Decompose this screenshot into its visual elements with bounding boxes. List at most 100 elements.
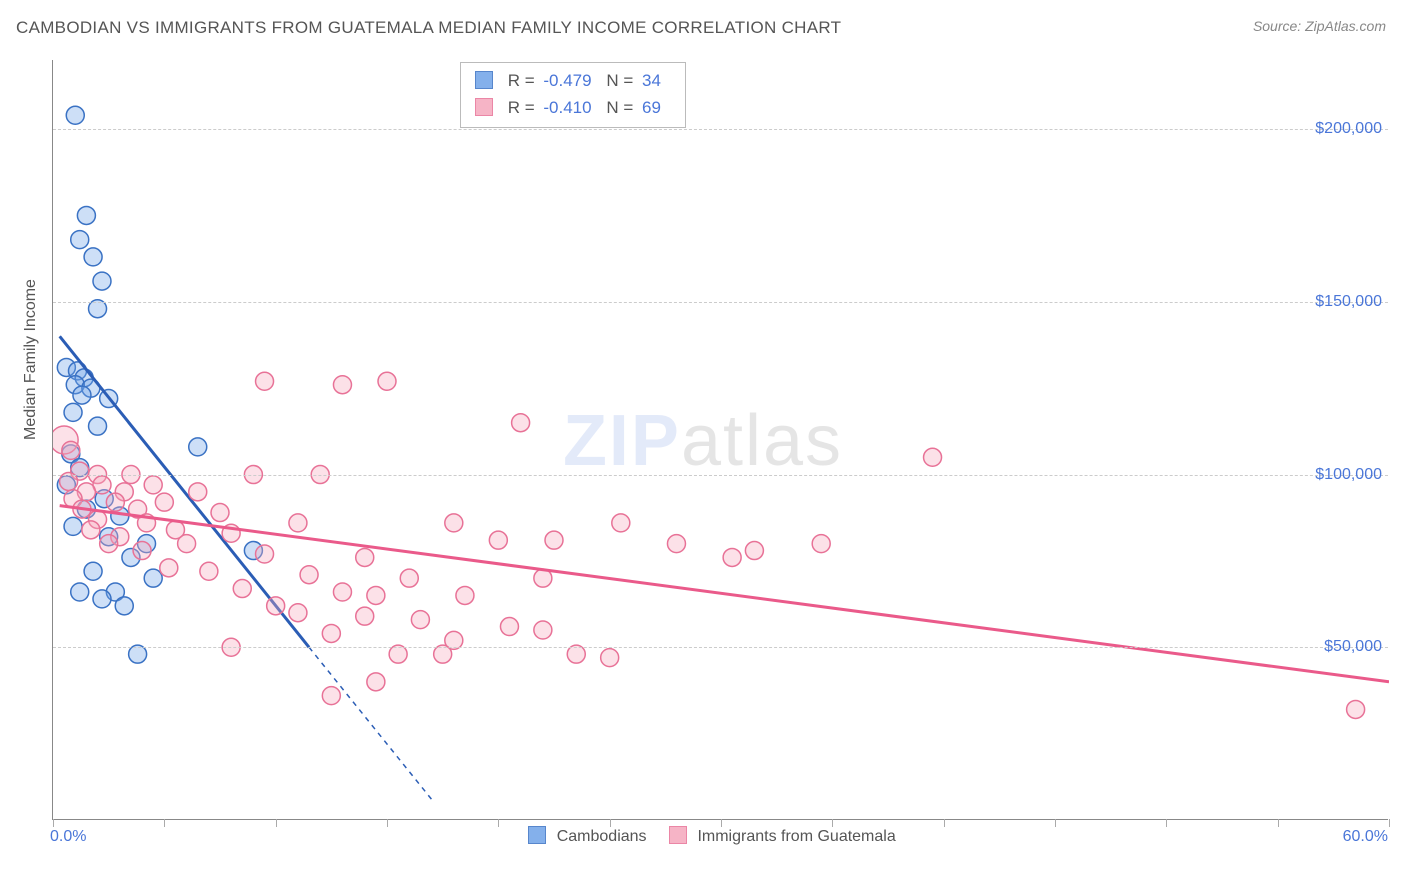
legend-label-1: Immigrants from Guatemala	[697, 828, 895, 845]
data-point	[211, 504, 229, 522]
data-point	[144, 476, 162, 494]
data-point	[1347, 700, 1365, 718]
data-point	[57, 358, 75, 376]
data-point	[512, 414, 530, 432]
data-point	[62, 445, 80, 463]
data-point	[75, 369, 93, 387]
data-point	[100, 535, 118, 553]
data-point	[244, 542, 262, 560]
data-point	[106, 583, 124, 601]
data-point	[667, 535, 685, 553]
data-point	[100, 390, 118, 408]
data-point	[93, 272, 111, 290]
data-point	[82, 379, 100, 397]
data-point	[267, 597, 285, 615]
data-point	[100, 528, 118, 546]
data-point	[111, 528, 129, 546]
data-point	[64, 517, 82, 535]
stats-row-series-0: R = -0.479 N = 34	[475, 67, 671, 94]
r-label: R =	[508, 98, 540, 117]
n-value-1: 69	[642, 98, 661, 117]
swatch-legend-1	[669, 826, 687, 844]
data-point	[289, 604, 307, 622]
data-point	[400, 569, 418, 587]
data-point	[66, 106, 84, 124]
y-tick-label: $100,000	[1315, 466, 1382, 484]
y-axis-title: Median Family Income	[22, 279, 40, 440]
data-point	[71, 583, 89, 601]
data-point	[111, 507, 129, 525]
data-point	[93, 476, 111, 494]
data-point	[322, 687, 340, 705]
data-point	[138, 535, 156, 553]
data-point	[333, 376, 351, 394]
data-point	[89, 417, 107, 435]
data-point	[77, 483, 95, 501]
data-point	[200, 562, 218, 580]
data-point	[71, 231, 89, 249]
data-point	[723, 548, 741, 566]
data-point	[64, 403, 82, 421]
data-point	[155, 493, 173, 511]
gridline-h	[53, 129, 1388, 130]
data-point	[333, 583, 351, 601]
data-point	[545, 531, 563, 549]
data-point	[178, 535, 196, 553]
trend-line-dashed	[309, 647, 431, 799]
data-point	[166, 521, 184, 539]
data-point	[812, 535, 830, 553]
data-point	[73, 386, 91, 404]
data-point	[68, 362, 86, 380]
data-point	[534, 621, 552, 639]
data-point	[745, 542, 763, 560]
y-tick-label: $200,000	[1315, 120, 1382, 138]
data-point	[62, 441, 80, 459]
data-point	[57, 476, 75, 494]
trend-line	[60, 506, 1389, 682]
data-point	[71, 462, 89, 480]
data-point	[133, 542, 151, 560]
trend-line	[60, 336, 309, 647]
data-point	[189, 438, 207, 456]
gridline-h	[53, 647, 1388, 648]
stats-row-series-1: R = -0.410 N = 69	[475, 94, 671, 121]
data-point	[77, 206, 95, 224]
swatch-series-1	[475, 98, 493, 116]
data-point	[95, 490, 113, 508]
n-label: N =	[606, 71, 638, 90]
data-point	[256, 545, 274, 563]
data-point	[144, 569, 162, 587]
data-point	[82, 521, 100, 539]
chart-title: CAMBODIAN VS IMMIGRANTS FROM GUATEMALA M…	[16, 18, 841, 38]
data-point	[601, 649, 619, 667]
data-point	[411, 611, 429, 629]
source-attribution: Source: ZipAtlas.com	[1253, 18, 1386, 34]
data-point	[924, 448, 942, 466]
data-point	[222, 524, 240, 542]
data-point	[189, 483, 207, 501]
r-value-1: -0.410	[543, 98, 591, 117]
data-point	[66, 376, 84, 394]
data-point	[300, 566, 318, 584]
data-point	[367, 586, 385, 604]
data-point	[84, 562, 102, 580]
data-point	[106, 493, 124, 511]
data-point	[367, 673, 385, 691]
data-point	[356, 607, 374, 625]
n-label: N =	[606, 98, 638, 117]
data-point	[289, 514, 307, 532]
plot-area: $50,000$100,000$150,000$200,000	[52, 60, 1388, 820]
n-value-0: 34	[642, 71, 661, 90]
data-point	[445, 514, 463, 532]
r-label: R =	[508, 71, 540, 90]
statistics-legend: R = -0.479 N = 34 R = -0.410 N = 69	[460, 62, 686, 128]
swatch-legend-0	[528, 826, 546, 844]
y-tick-label: $50,000	[1324, 638, 1382, 656]
data-point	[233, 580, 251, 598]
chart-svg	[53, 60, 1389, 820]
data-point	[160, 559, 178, 577]
data-point	[64, 490, 82, 508]
data-point	[93, 590, 111, 608]
data-point	[378, 372, 396, 390]
data-point	[489, 531, 507, 549]
